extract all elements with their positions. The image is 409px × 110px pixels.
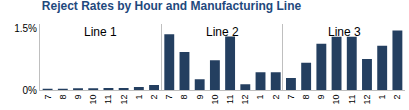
svg-text:7: 7 [43, 95, 53, 100]
svg-text:Reject Rates by Hour and Manuf: Reject Rates by Hour and Manufacturing L… [42, 0, 302, 13]
svg-text:Line 3: Line 3 [328, 25, 361, 39]
svg-text:10: 10 [88, 95, 98, 105]
svg-text:9: 9 [195, 95, 205, 100]
svg-text:8: 8 [301, 95, 311, 100]
svg-text:8: 8 [179, 95, 189, 100]
svg-text:9: 9 [316, 95, 326, 100]
svg-text:7: 7 [164, 95, 174, 100]
svg-text:1: 1 [377, 95, 387, 100]
svg-text:Line 1: Line 1 [84, 25, 117, 39]
svg-text:1: 1 [255, 95, 265, 100]
svg-text:12: 12 [362, 95, 372, 105]
svg-text:12: 12 [240, 95, 250, 105]
svg-text:2: 2 [392, 95, 402, 100]
svg-text:9: 9 [73, 95, 83, 100]
svg-text:10: 10 [210, 95, 220, 105]
svg-text:11: 11 [225, 95, 235, 104]
svg-text:2: 2 [271, 95, 281, 100]
svg-text:1: 1 [134, 95, 144, 100]
svg-text:0%: 0% [23, 85, 38, 96]
svg-text:11: 11 [347, 95, 357, 104]
svg-text:10: 10 [331, 95, 341, 105]
svg-text:2: 2 [149, 95, 159, 100]
svg-text:12: 12 [119, 95, 129, 105]
svg-text:7: 7 [286, 95, 296, 100]
svg-text:Line 2: Line 2 [206, 25, 239, 39]
svg-text:1.5%: 1.5% [14, 23, 37, 34]
svg-text:11: 11 [103, 95, 113, 104]
svg-text:8: 8 [58, 95, 68, 100]
